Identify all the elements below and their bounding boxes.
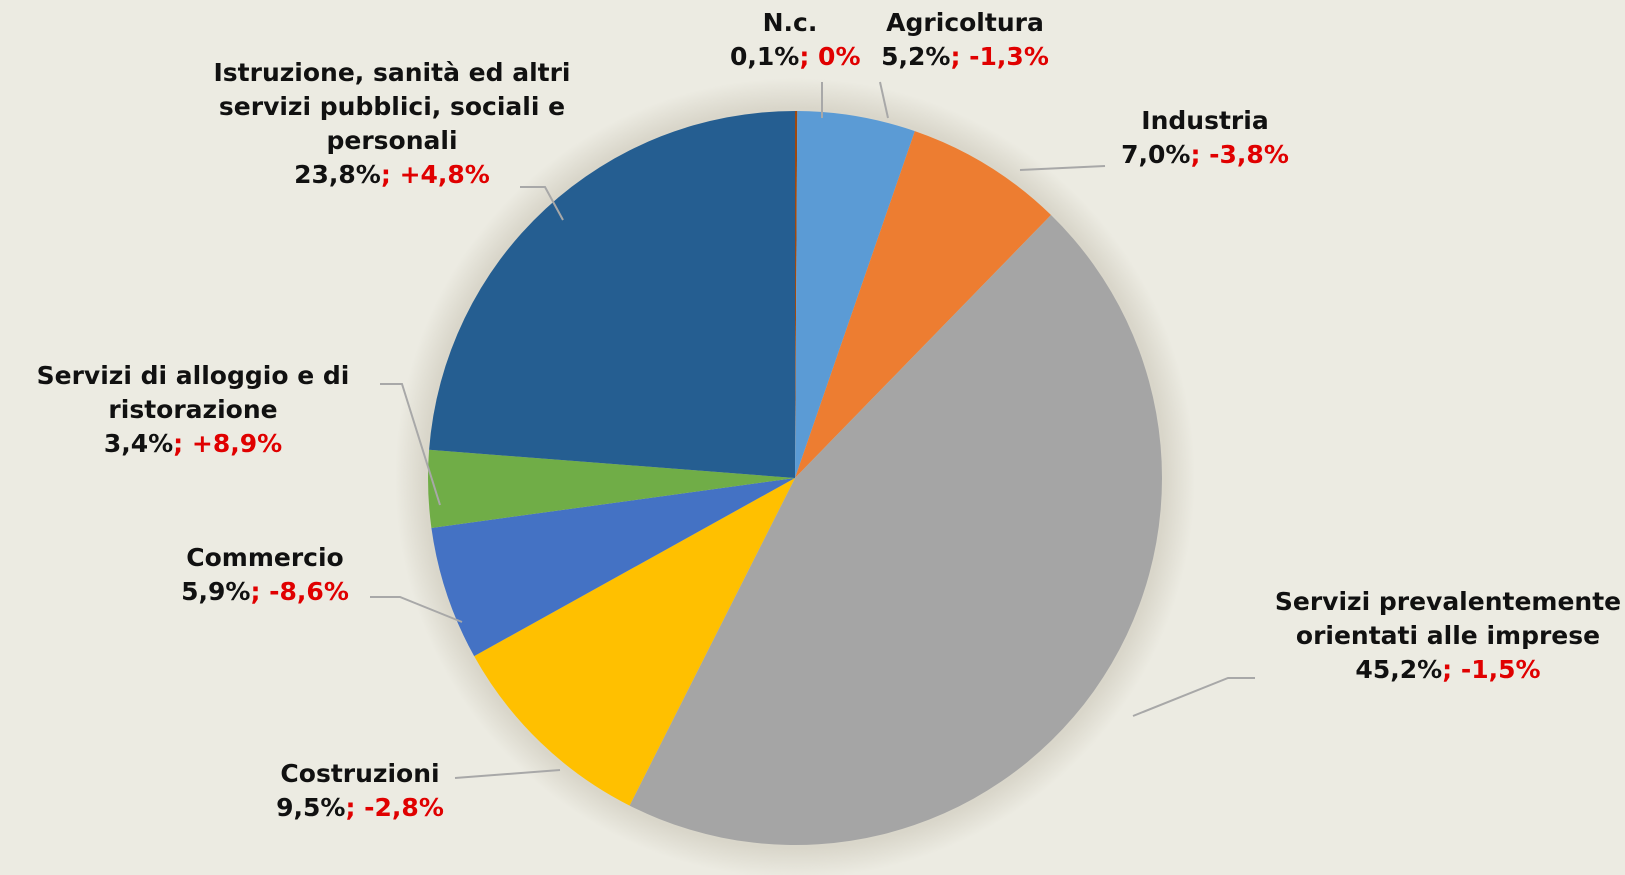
slice bbox=[629, 215, 1163, 846]
data-label: Servizi di alloggio e di ristorazione 3,4… bbox=[3, 359, 383, 461]
value-line: 3,4%; +8,9% bbox=[3, 427, 383, 461]
value-label: 45,2% bbox=[1355, 655, 1443, 684]
leader-line bbox=[1132, 677, 1255, 717]
category-name: Costruzioni bbox=[280, 759, 440, 788]
slice bbox=[795, 111, 798, 478]
leader-line bbox=[370, 596, 463, 623]
change-label: +4,8% bbox=[399, 160, 490, 189]
value-label: 9,5% bbox=[276, 793, 346, 822]
change-label: 0% bbox=[818, 42, 861, 71]
data-label: Costruzioni 9,5%; -2,8% bbox=[230, 757, 490, 825]
change-label: -1,3% bbox=[969, 42, 1049, 71]
value-line: 0,1%; 0% bbox=[730, 40, 861, 74]
slice bbox=[474, 478, 795, 806]
separator: ; bbox=[173, 429, 192, 458]
leader-line bbox=[1019, 165, 1106, 171]
value-line: 5,2%; -1,3% bbox=[865, 40, 1065, 74]
value-label: 5,2% bbox=[881, 42, 951, 71]
category-name: Istruzione, sanità ed altri servizi pubb… bbox=[213, 58, 571, 155]
change-label: +8,9% bbox=[191, 429, 283, 458]
category-name: N.c. bbox=[762, 8, 818, 37]
slice bbox=[428, 449, 795, 528]
data-label: Istruzione, sanità ed altri servizi pubb… bbox=[212, 56, 572, 192]
change-label: -1,5% bbox=[1460, 655, 1541, 684]
category-name: Servizi prevalentemente orientati alle i… bbox=[1274, 587, 1622, 650]
slice bbox=[431, 478, 795, 657]
value-line: 23,8%; +4,8% bbox=[212, 158, 572, 192]
separator: ; bbox=[1190, 140, 1210, 169]
slice bbox=[795, 111, 915, 478]
data-label: Industria 7,0%; -3,8% bbox=[1075, 104, 1335, 172]
separator: ; bbox=[1442, 655, 1461, 684]
change-label: -8,6% bbox=[269, 577, 349, 606]
separator: ; bbox=[799, 42, 819, 71]
category-name: Servizi di alloggio e di ristorazione bbox=[36, 361, 350, 424]
data-label: Commercio 5,9%; -8,6% bbox=[135, 541, 395, 609]
leader-line bbox=[879, 81, 889, 119]
slice bbox=[429, 111, 795, 478]
category-name: Agricoltura bbox=[886, 8, 1044, 37]
leader-line bbox=[454, 769, 561, 779]
value-label: 5,9% bbox=[181, 577, 251, 606]
value-line: 5,9%; -8,6% bbox=[135, 575, 395, 609]
separator: ; bbox=[380, 160, 400, 189]
leader-line bbox=[380, 383, 441, 506]
change-label: -2,8% bbox=[364, 793, 444, 822]
pie bbox=[428, 111, 1163, 846]
separator: ; bbox=[250, 577, 270, 606]
data-label: Agricoltura 5,2%; -1,3% bbox=[865, 6, 1065, 74]
value-label: 0,1% bbox=[730, 42, 800, 71]
leader-line bbox=[520, 186, 564, 221]
value-line: 45,2%; -1,5% bbox=[1268, 653, 1625, 687]
separator: ; bbox=[345, 793, 365, 822]
separator: ; bbox=[950, 42, 970, 71]
category-name: Industria bbox=[1141, 106, 1269, 135]
value-label: 7,0% bbox=[1121, 140, 1191, 169]
value-line: 7,0%; -3,8% bbox=[1075, 138, 1335, 172]
category-name: Commercio bbox=[186, 543, 344, 572]
change-label: -3,8% bbox=[1209, 140, 1289, 169]
data-label: N.c. 0,1%; 0% bbox=[730, 6, 861, 74]
value-label: 3,4% bbox=[103, 429, 174, 458]
data-label: Servizi prevalentemente orientati alle i… bbox=[1268, 585, 1625, 687]
slice bbox=[795, 131, 1052, 479]
value-label: 23,8% bbox=[294, 160, 381, 189]
value-line: 9,5%; -2,8% bbox=[230, 791, 490, 825]
